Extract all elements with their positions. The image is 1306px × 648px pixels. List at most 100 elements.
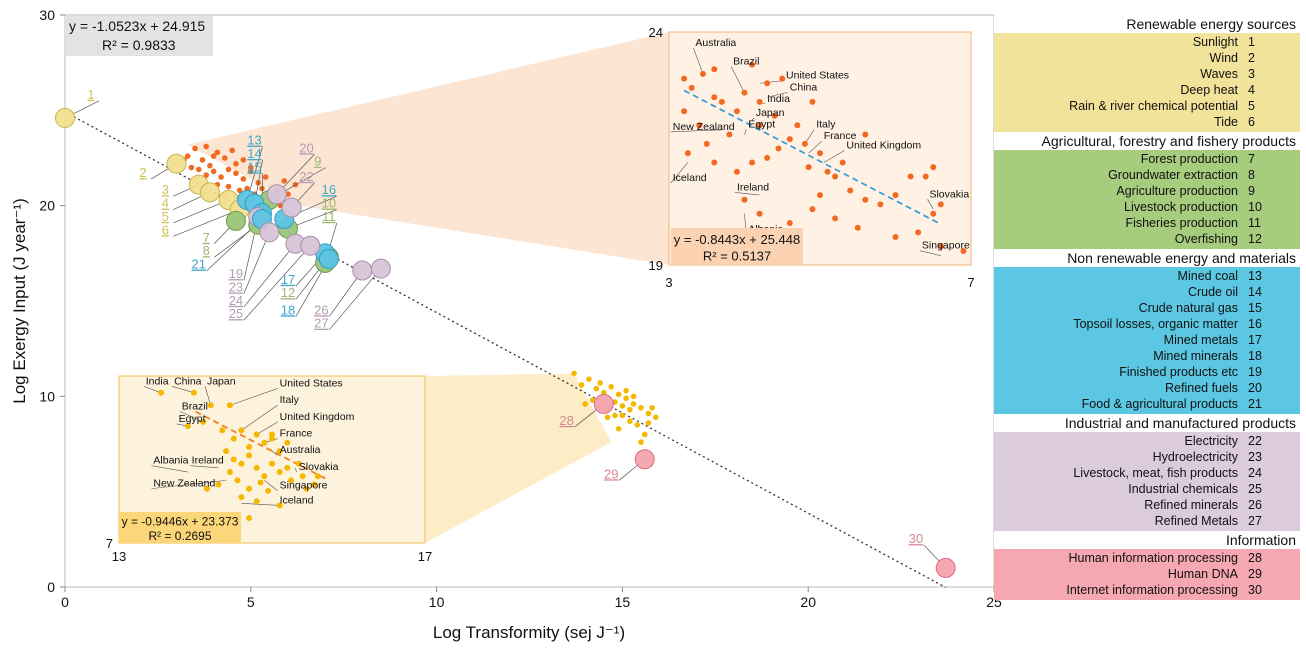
orange-country-point [225,183,232,190]
yellow-country-point [623,387,629,394]
inset1-point [832,173,839,180]
inset1-country-label: Iceland [673,172,707,184]
inset2-label-leader [189,465,219,469]
legend-item-name: Deep heat [1180,83,1238,97]
category-point-22 [281,197,302,218]
inset2-point [269,431,275,438]
orange-country-point [214,149,221,156]
inset1-point [832,215,839,222]
yellow-country-point [571,370,577,377]
yellow-country-point [627,418,633,424]
legend-item: Deep heat 4 [994,82,1300,98]
inset2-point [207,402,214,409]
legend-item: Industrial chemicals 25 [994,481,1300,497]
inset2-label-leader [179,411,204,423]
inset1-point [907,173,914,180]
main-equation: y = -1.0523x + 24.915 [69,18,205,34]
inset2-point [261,473,268,480]
inset2-country-label: India [146,375,169,387]
yellow-country-point [638,439,644,445]
legend-item: Topsoil losses, organic matter 16 [994,316,1300,332]
inset2-point [246,514,253,521]
inset1-point [930,164,937,171]
inset1-label-leader [670,129,722,133]
legend-item-name: Crude oil [1187,285,1238,299]
yellow-country-point [630,393,637,400]
yellow-country-point [619,403,626,409]
legend-item-name: Forest production [1140,152,1238,166]
inset1-point [805,164,812,171]
y-tick-label: 10 [39,388,55,404]
legend-item: Forest production 7 [994,151,1300,167]
inset2-label-leader [271,450,278,456]
legend-item-name: Industrial chemicals [1128,482,1238,496]
inset2-country-label: Egypt [179,413,206,425]
category-bubbles [55,107,956,578]
yellow-country-point [619,412,626,419]
point-label-29: 29 [604,466,618,481]
inset1-point [684,150,691,157]
inset1-y-tick-label: 19 [649,258,663,273]
inset2-point [200,418,207,425]
legend-item-name: Mined metals [1163,333,1238,347]
legend-item: Crude natural gas 15 [994,300,1300,316]
legend-item: Livestock, meat, fish products 24 [994,465,1300,481]
legend-item-name: Internet information processing [1066,583,1238,597]
yellow-country-point [623,395,629,402]
inset1-point [688,84,695,91]
inset1-country-label: United States [786,70,849,82]
orange-country-point [229,147,236,154]
inset2-point [269,460,275,467]
yellow-country-point [612,412,618,419]
inset1-label-leader [751,117,755,121]
legend-item: Hydroelectricity 23 [994,449,1300,465]
category-point-4 [199,182,220,203]
legend-group-title: Non renewable energy and materials [994,249,1300,267]
point-labels: 1234567813141520922161011211923242517121… [87,87,923,546]
inset2-country-label: Ireland [192,455,224,467]
yellow-country-point [593,385,600,392]
orange-country-point [195,166,202,173]
inset1-point [779,75,786,82]
x-axis-title: Log Transformity (sej J⁻¹) [433,623,625,642]
x-tick-label: 10 [429,594,445,610]
inset2-equation: y = -0.9446x + 23.373 [122,515,239,529]
legend-item-number: 6 [1248,115,1255,129]
inset2-point [288,477,295,484]
inset1-point [756,210,763,217]
x-tick-label: 15 [615,594,631,610]
legend-item: Human DNA 29 [994,566,1300,582]
inset2-label-leader [171,386,195,393]
legend-item-number: 22 [1248,434,1262,448]
legend-item-number: 12 [1248,232,1262,246]
inset2-label-leader [294,467,298,473]
orange-country-point [262,174,269,180]
legend-item: Livestock production 10 [994,199,1300,215]
legend-item-name: Hydroelectricity [1152,450,1238,464]
point-label-8: 8 [203,243,210,258]
legend-item: Refined Metals 27 [994,513,1300,529]
yellow-country-point [641,431,648,438]
point-label-11: 11 [322,209,336,224]
label-leader [243,243,296,308]
legend-item-number: 5 [1248,99,1255,113]
point-label-7: 7 [203,230,210,245]
inset1-point [809,98,816,105]
yellow-country-point [649,404,655,411]
legend-item-name: Finished products etc [1119,365,1238,379]
category-point-1 [55,107,75,128]
inset2-label-leader [143,386,162,393]
point-label-26: 26 [314,302,328,317]
inset1-point [756,98,763,105]
legend-item: Crude oil 14 [994,284,1300,300]
legend-item: Food & agricultural products 21 [994,396,1300,412]
legend-group-title: Renewable energy sources [994,15,1300,33]
inset1-point [775,145,782,152]
inset1-point [839,159,846,166]
yellow-country-point [604,414,611,421]
inset1-country-label: United Kingdom [846,140,921,152]
inset1-country-label: Slovakia [929,188,969,200]
legend-item-number: 23 [1248,450,1262,464]
inset1-point [764,80,771,87]
